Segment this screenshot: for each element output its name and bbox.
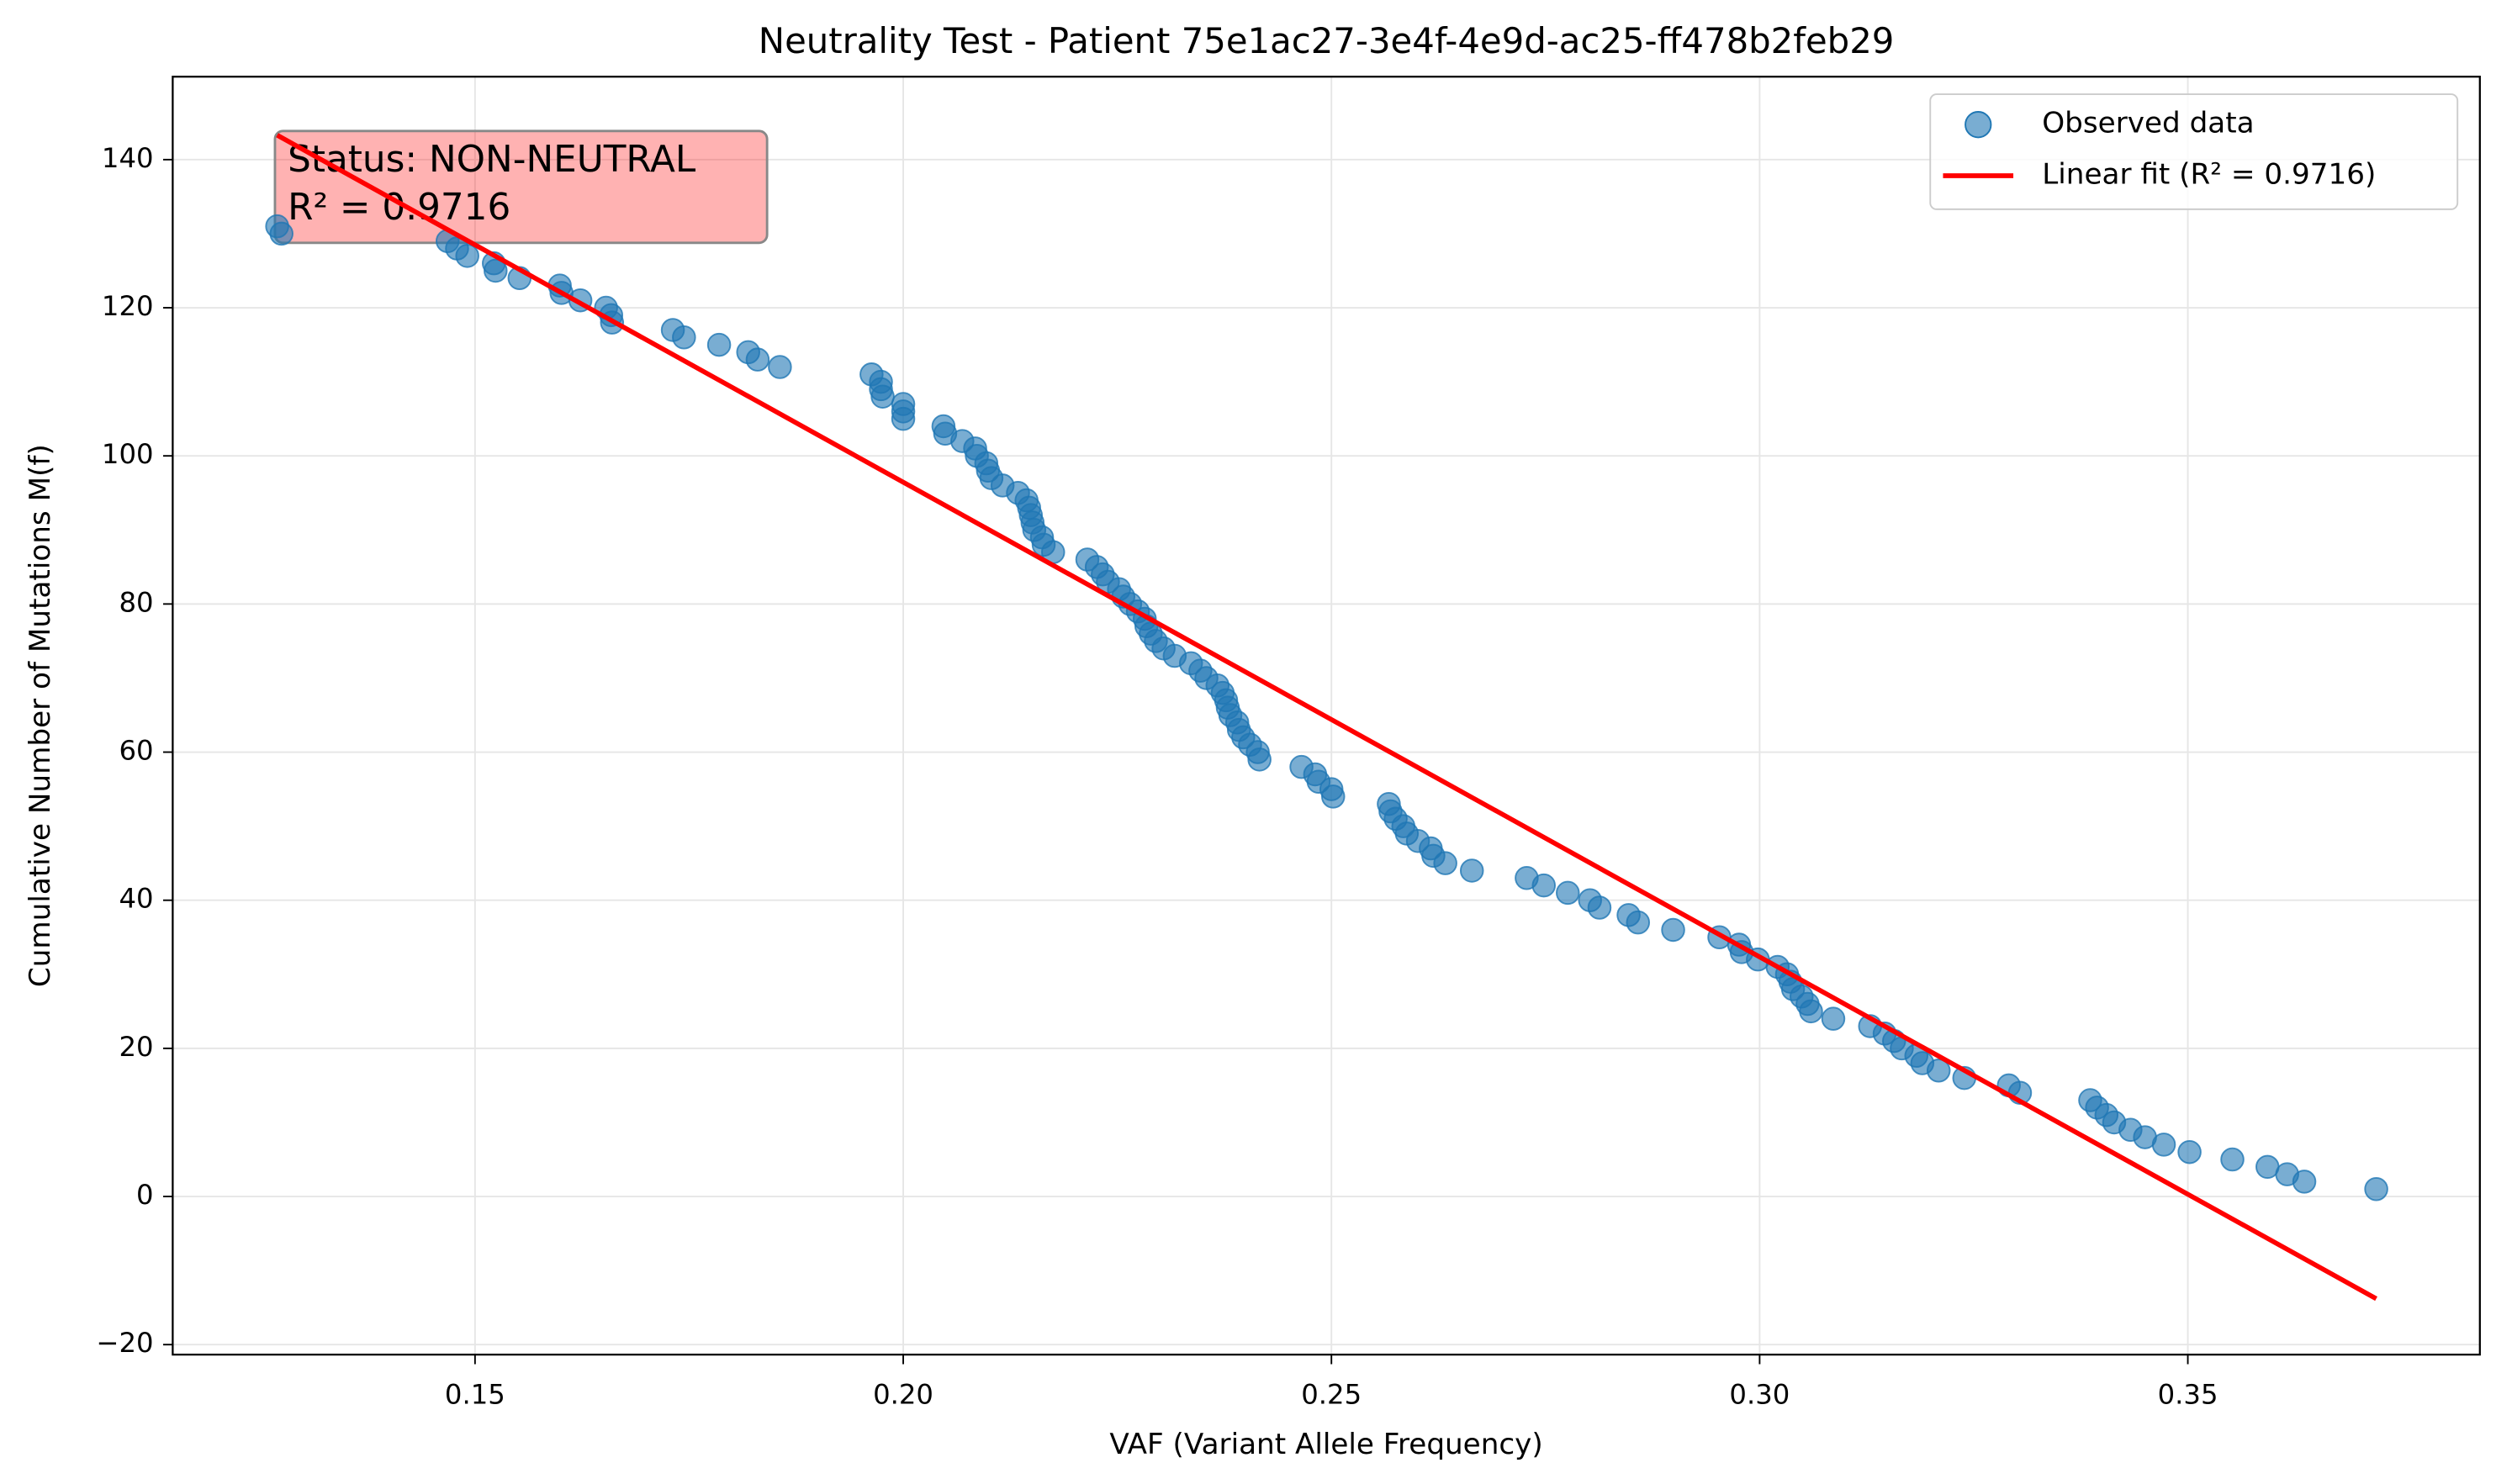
data-point <box>455 244 479 268</box>
data-point <box>1821 1006 1846 1031</box>
data-point <box>1247 747 1272 772</box>
data-point <box>1587 895 1612 920</box>
plot-frame <box>172 76 2481 1356</box>
y-tick-label: 20 <box>119 1031 153 1063</box>
data-point <box>2292 1170 2317 1194</box>
data-point <box>2364 1176 2388 1201</box>
data-point <box>1626 910 1651 935</box>
annotation-text: R² = 0.9716 <box>288 186 510 229</box>
y-tick-label: 100 <box>102 438 154 470</box>
y-axis-label: Cumulative Number of Mutations M(f) <box>24 444 57 987</box>
data-point <box>768 355 792 379</box>
data-point <box>484 258 508 283</box>
data-point <box>1661 917 1685 943</box>
data-point <box>1459 858 1484 883</box>
data-point <box>891 406 916 431</box>
y-tick-label: 120 <box>102 290 154 322</box>
data-point <box>1433 851 1457 875</box>
data-point <box>2151 1133 2176 1157</box>
data-point <box>2220 1147 2245 1172</box>
fit-line <box>276 133 2377 1302</box>
legend-marker <box>1965 111 1992 139</box>
data-point <box>1320 784 1346 809</box>
y-tick-label: 60 <box>119 735 153 767</box>
x-tick-label: 0.20 <box>873 1379 933 1411</box>
x-tick-label: 0.25 <box>1301 1379 1362 1411</box>
legend-box <box>1929 93 2459 210</box>
x-tick-label: 0.30 <box>1729 1379 1790 1411</box>
data-point <box>745 347 770 372</box>
y-tick-label: 140 <box>102 142 154 174</box>
data-point <box>1799 999 1823 1024</box>
annotation-text: Status: NON-NEUTRAL <box>288 138 696 181</box>
data-point <box>1531 873 1557 898</box>
y-tick-label: 40 <box>119 883 153 915</box>
data-point <box>1556 880 1580 906</box>
legend-label: Observed data <box>2042 107 2254 140</box>
data-point <box>870 384 895 409</box>
annotation-box <box>273 129 769 245</box>
data-point <box>1926 1059 1951 1083</box>
x-tick-label: 0.15 <box>445 1379 505 1411</box>
y-tick-label: 0 <box>136 1179 154 1211</box>
data-point <box>672 325 696 350</box>
x-tick-label: 0.35 <box>2158 1379 2218 1411</box>
data-point <box>269 221 293 246</box>
data-point <box>706 332 732 357</box>
chart-title: Neutrality Test - Patient 75e1ac27-3e4f-… <box>759 20 1895 61</box>
y-tick-label: −20 <box>96 1327 153 1359</box>
legend-label: Linear fit (R² = 0.9716) <box>2042 157 2376 191</box>
data-point <box>2177 1139 2202 1164</box>
x-axis-label: VAF (Variant Allele Frequency) <box>1109 1428 1542 1461</box>
y-tick-label: 80 <box>119 586 153 618</box>
